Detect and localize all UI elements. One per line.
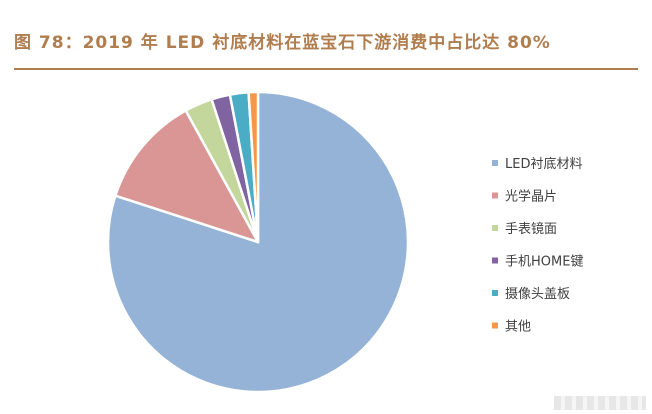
legend-label-3: 手机HOME键: [505, 255, 583, 270]
legend-swatch-0: [492, 160, 498, 166]
legend-label-0: LED衬底材料: [505, 156, 582, 172]
legend-label-5: 其他: [505, 320, 531, 335]
legend-label-1: 光学晶片: [505, 189, 557, 205]
figure-title: 图 78：2019 年 LED 衬底材料在蓝宝石下游消费中占比达 80%: [14, 33, 551, 53]
pie-slice-5: [247, 90, 260, 244]
legend-swatch-3: [492, 257, 498, 264]
watermark: [554, 396, 646, 410]
legend-label-4: 摄像头盖板: [505, 287, 570, 302]
legend-swatch-1: [492, 192, 498, 199]
pie-slice-1: [114, 109, 260, 244]
legend-swatch-5: [492, 322, 498, 329]
legend-swatch-2: [492, 225, 498, 231]
title-divider: [14, 68, 638, 70]
pie-slices: [106, 90, 410, 394]
legend-label-2: 手表镜面: [505, 222, 557, 237]
legend-swatch-4: [492, 290, 498, 296]
